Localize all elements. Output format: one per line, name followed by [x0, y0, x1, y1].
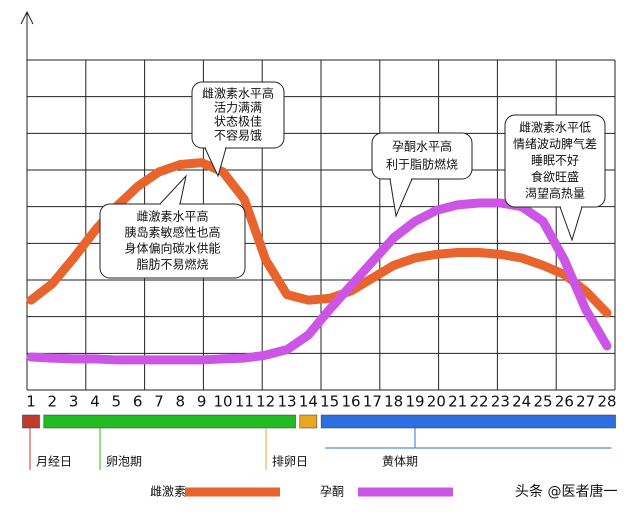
- callout-text: 渴望高热量: [525, 185, 585, 200]
- x-tick-label: 22: [469, 393, 488, 411]
- x-tick-label: 28: [597, 393, 616, 411]
- x-tick-label: 16: [341, 393, 360, 411]
- callout-text: 睡眠不好: [531, 154, 579, 168]
- callout-text: 活力满满: [214, 101, 262, 115]
- x-tick-label: 15: [320, 393, 339, 411]
- x-tick-label: 11: [235, 393, 254, 411]
- x-tick-label: 5: [112, 393, 122, 411]
- x-tick-label: 19: [405, 393, 424, 411]
- phase-bar: [22, 414, 40, 429]
- callout-tail: [389, 178, 413, 218]
- x-tick-label: 7: [154, 393, 164, 411]
- legend-label: 雌激素: [150, 484, 186, 499]
- callout-text: 胰岛素敏感性也高: [124, 225, 220, 240]
- x-tick-label: 25: [533, 393, 552, 411]
- x-tick-label: 23: [491, 393, 510, 411]
- callout-box: [371, 132, 473, 180]
- callout-tail: [559, 206, 583, 242]
- x-tick-label: 10: [213, 393, 232, 411]
- callout-tail: [158, 174, 187, 205]
- y-axis-arrow: [20, 10, 34, 25]
- callout-text: 雌激素水平高: [136, 209, 208, 224]
- x-tick-label: 24: [512, 393, 531, 411]
- x-tick-label: 20: [427, 393, 446, 411]
- callout-text: 雌激素水平低: [519, 120, 591, 135]
- x-tick-label: 14: [299, 393, 318, 411]
- phase-label: 排卵日: [272, 455, 308, 469]
- phase-bar: [299, 414, 318, 429]
- callout-text: 食欲旺盛: [531, 169, 579, 184]
- x-tick-label: 27: [576, 393, 595, 411]
- callout-text: 雌激素水平高: [202, 86, 274, 101]
- phase-label: 黄体期: [382, 455, 418, 469]
- callout-text: 孕酮水平高: [392, 139, 452, 154]
- callout-text: 利于脂肪燃烧: [386, 157, 458, 172]
- x-tick-label: 17: [363, 393, 382, 411]
- callout-box: [504, 114, 606, 208]
- callout-text: 脂肪不易燃烧: [136, 257, 208, 272]
- phase-label: 月经日: [36, 455, 72, 469]
- callout-text: 不容易饿: [214, 128, 262, 143]
- callout-text: 情绪波动脾气差: [513, 136, 597, 151]
- x-tick-label: 18: [384, 393, 403, 411]
- line-series: [26, 158, 612, 318]
- x-tick-label: 21: [448, 393, 467, 411]
- phase-bar: [320, 414, 616, 429]
- phase-label: 卵泡期: [106, 455, 142, 469]
- watermark: 头条 @医者唐一: [515, 483, 617, 500]
- callout-box: [191, 81, 285, 149]
- x-tick-label: 6: [133, 393, 143, 411]
- callout-text: 状态极佳: [214, 115, 262, 129]
- legend-label: 孕酮: [320, 485, 344, 499]
- phase-bar: [43, 414, 296, 429]
- x-tick-label: 4: [90, 393, 100, 411]
- x-tick-label: 2: [48, 393, 58, 411]
- x-tick-label: 1: [26, 393, 36, 411]
- x-tick-label: 26: [555, 393, 574, 411]
- x-tick-label: 12: [256, 393, 275, 411]
- callout-text: 身体偏向碳水供能: [124, 241, 220, 256]
- x-tick-label: 13: [277, 393, 296, 411]
- x-tick-label: 8: [176, 393, 186, 411]
- x-tick-label: 3: [69, 393, 79, 411]
- x-tick-label: 9: [197, 393, 207, 411]
